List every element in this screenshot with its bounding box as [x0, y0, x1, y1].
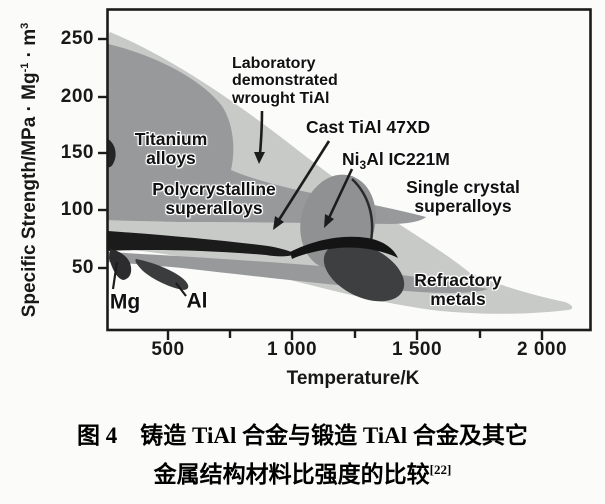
label-cast-tial-47xd: Cast TiAl 47XD — [306, 117, 431, 137]
label-polycrystalline-superalloys: Polycrystalline superalloys — [152, 179, 276, 218]
region-ni3al-band — [290, 236, 398, 259]
y-axis-ticks — [98, 37, 108, 270]
region-refractory-dark — [323, 242, 405, 302]
label-titanium-alloys: Titanium alloys — [134, 129, 208, 168]
region-al — [135, 259, 189, 290]
region-mg — [109, 249, 132, 280]
label-refractory-metals: Refractory metals — [414, 270, 502, 309]
label-single-crystal-superalloys: Single crystal superalloys — [406, 177, 520, 216]
x-axis-ticks — [166, 330, 544, 340]
label-mg: Mg — [109, 290, 141, 314]
caption-line2: 金属结构材料比强度的比较[22] — [153, 462, 452, 487]
y-axis-title: Specific Strength/MPa · Mg-1 · m3 — [19, 22, 40, 318]
plot-frame — [106, 8, 592, 332]
caption-reference: [22] — [429, 462, 452, 477]
x-tick-1500: 1 500 — [391, 339, 443, 360]
label-al: Al — [186, 289, 208, 313]
annotation-arrows — [111, 110, 354, 297]
y-tick-150: 150 — [60, 142, 94, 163]
x-axis-title: Temperature/K — [286, 368, 420, 389]
caption-line1: 图 4 铸造 TiAl 合金与锻造 TiAl 合金及其它 — [77, 423, 528, 448]
x-tick-1000: 1 000 — [266, 339, 318, 360]
x-tick-500: 500 — [151, 339, 185, 360]
strength-temperature-plot — [98, 8, 592, 340]
label-wrought-tial: Laboratory demonstrated wrought TiAl — [232, 55, 338, 107]
axis-dark-wedge — [108, 139, 116, 168]
region-titanium-polycrystalline — [108, 44, 426, 224]
y-tick-100: 100 — [60, 199, 94, 220]
label-ni3al-ic221m: Ni3Al IC221M — [342, 149, 450, 172]
y-tick-250: 250 — [60, 28, 94, 49]
x-tick-2000: 2 000 — [516, 339, 568, 360]
region-cast-tial-band — [108, 231, 296, 257]
y-tick-50: 50 — [71, 257, 94, 278]
y-tick-200: 200 — [60, 86, 94, 107]
